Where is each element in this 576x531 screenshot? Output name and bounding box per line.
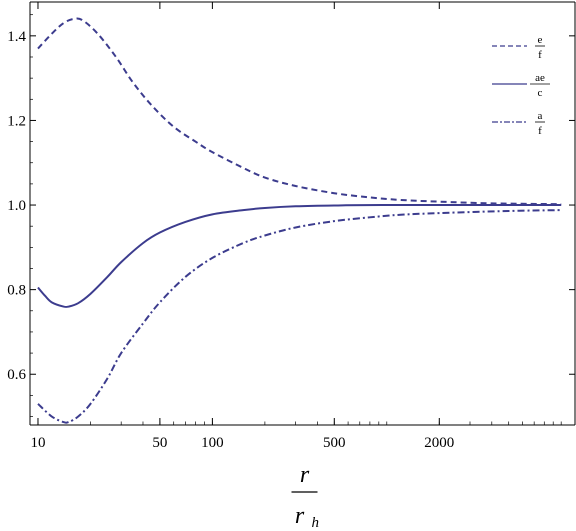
legend-denominator: c [538,87,543,99]
x-tick-label: 2000 [424,435,454,451]
x-tick-label: 100 [201,435,224,451]
series-layer [37,17,562,424]
series-line-e-over-f [37,17,562,206]
y-tick-label: 0.8 [7,283,26,299]
y-tick-label: 0.6 [7,367,26,383]
y-tick-label: 1.2 [7,113,26,129]
legend-numerator: a [538,110,543,122]
x-label-subscript: h [312,515,320,531]
legend-denominator: f [538,49,542,61]
series-line-ae-over-c [37,204,562,309]
x-tick-label: 50 [152,435,167,451]
x-label-numerator: r [300,462,310,488]
x-tick-label: 500 [323,435,346,451]
legend-numerator: ae [535,72,545,84]
x-label-denominator: r [295,503,305,529]
series-line-a-over-f [37,209,562,424]
y-tick-label: 1.4 [7,29,26,45]
y-tick-label: 1.0 [7,198,26,214]
x-tick-label: 10 [30,435,45,451]
x-axis-label: rr h [291,462,320,531]
legend-numerator: e [538,34,543,46]
plot-frame [29,1,576,426]
axis-ticks: 0.6 0.8 1.0 1.2 1.4 10 50 100 500 2000 [7,2,575,451]
legend-denominator: f [538,125,542,137]
